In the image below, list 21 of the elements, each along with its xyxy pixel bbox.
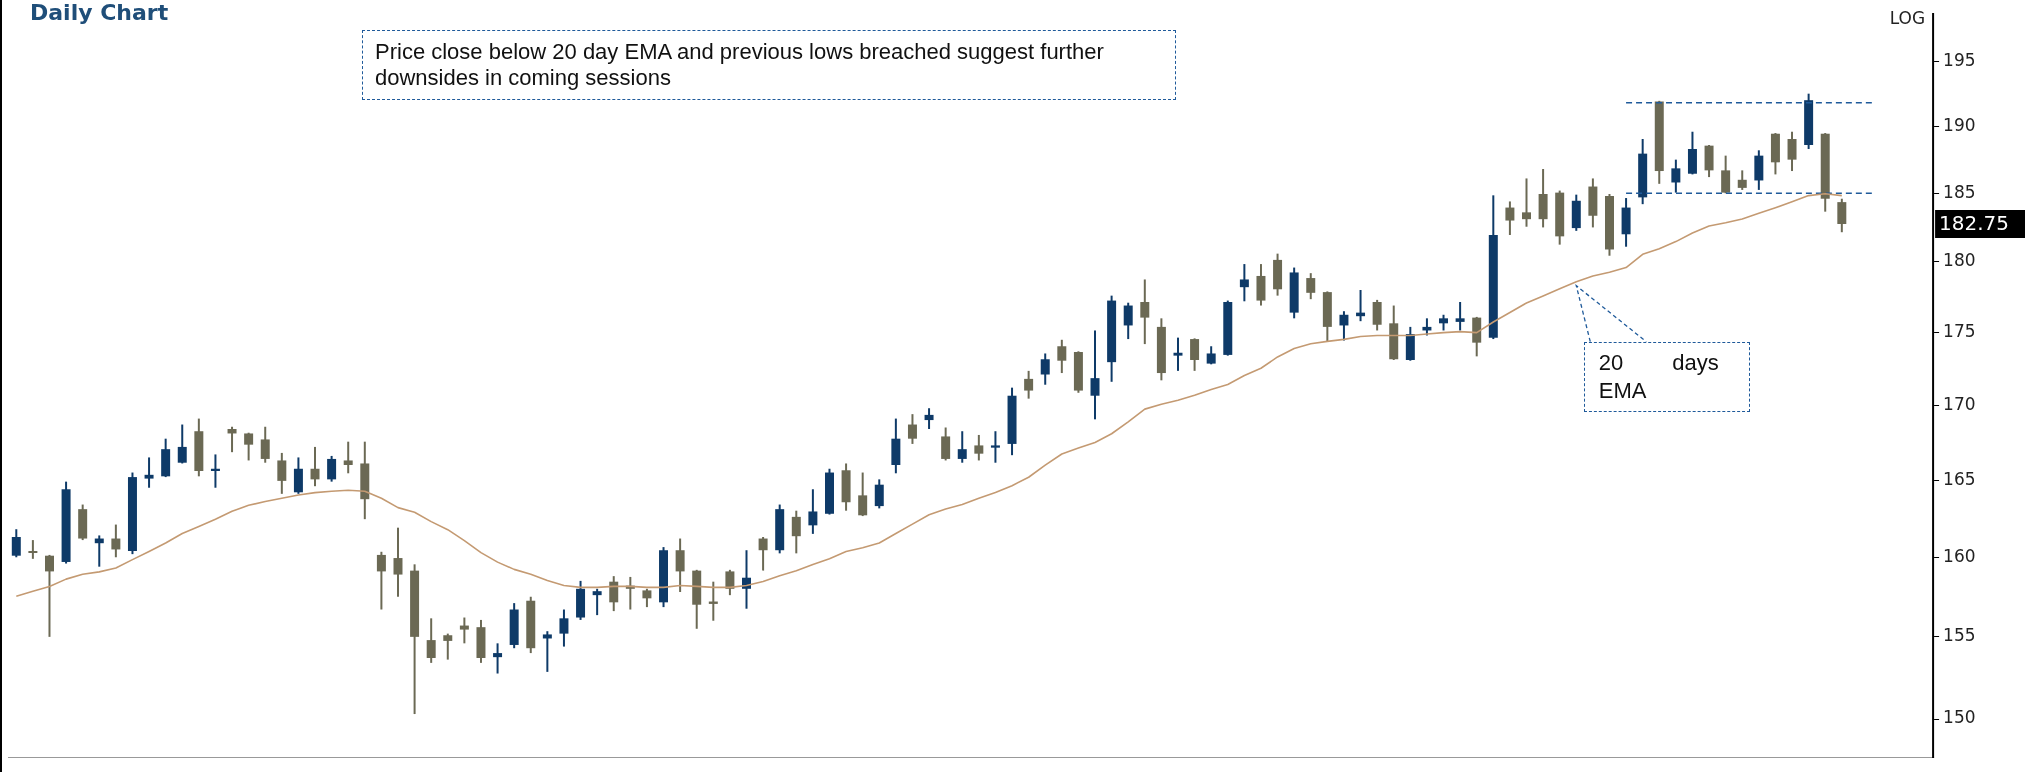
candlestick bbox=[1173, 337, 1183, 371]
candlestick bbox=[493, 643, 503, 674]
candlestick bbox=[990, 431, 1000, 463]
text: 182.75 bbox=[1939, 211, 2009, 236]
annotation: LOG bbox=[1889, 8, 1926, 29]
y-tick-label: 175 bbox=[1943, 321, 1976, 342]
y-tick-label: 155 bbox=[1943, 625, 1976, 646]
y-tick-label: 150 bbox=[1943, 707, 1976, 728]
y-tick-label: 180 bbox=[1943, 250, 1976, 271]
y-tick-label: 165 bbox=[1943, 468, 1976, 489]
candlestick bbox=[28, 540, 38, 559]
annotation: Price close below 20 day EMA and previous lows breached suggest further downsides in coming sessions bbox=[362, 30, 1176, 100]
text: 20 days EMA bbox=[1583, 341, 1750, 412]
y-tick-label: 195 bbox=[1943, 49, 1976, 70]
candlestick bbox=[542, 631, 552, 672]
candlestick bbox=[210, 454, 220, 488]
y-tick-label: 160 bbox=[1943, 545, 1976, 566]
chart-title: Daily Chart bbox=[30, 0, 169, 25]
y-tick-label: 190 bbox=[1943, 114, 1976, 135]
y-tick-label: 185 bbox=[1943, 181, 1976, 202]
y-tick-label: 170 bbox=[1943, 393, 1976, 414]
